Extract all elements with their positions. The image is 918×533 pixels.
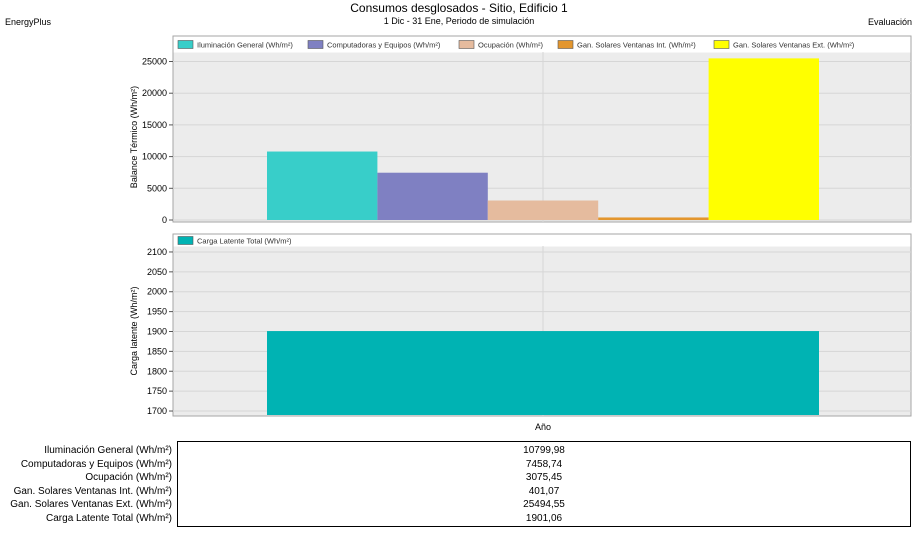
values-table [177,441,911,527]
y-tick-label: 1900 [147,326,167,336]
legend-label: Gan. Solares Ventanas Int. (Wh/m²) [577,41,696,50]
bar-1-1 [267,151,378,220]
y-tick-label: 1950 [147,307,167,317]
table-row-value: 401,07 [528,485,560,497]
y-tick-label: 2050 [147,267,167,277]
legend-label: Carga Latente Total (Wh/m²) [197,237,292,246]
values-table-labels: Iluminación General (Wh/m²) Computadoras … [0,444,918,530]
table-row-label: Computadoras y Equipos (Wh/m²) [20,458,172,470]
y-tick-label: 1700 [147,406,167,416]
legend-swatch [177,40,194,49]
legend-band-2 [173,234,911,247]
bar-1-3 [487,200,599,220]
table-row-label: Gan. Solares Ventanas Int. (Wh/m²) [13,485,172,497]
table-row-value: 10799,98 [523,445,565,456]
program-name: EnergyPlus [5,17,52,27]
legend-swatch [307,40,324,49]
table-row-value: 1901,06 [525,513,563,524]
y-tick-label: 20000 [142,88,167,98]
x-axis-label: Año [535,422,551,432]
table-row-label: Carga Latente Total (Wh/m²) [46,513,172,524]
bar-1-2 [377,172,488,220]
bar-2-1 [267,331,819,415]
values-table-values: 10799,98 7458,74 3075,45 401,07 25494,55 1901… [0,444,918,530]
legend-label: Iluminación General (Wh/m²) [197,41,293,50]
y-tick-label: 1750 [147,386,167,396]
legend-swatch [713,40,730,49]
legend-label: Ocupación (Wh/m²) [478,41,544,50]
table-row-value: 25494,55 [523,499,565,511]
legend-label: Gan. Solares Ventanas Ext. (Wh/m²) [733,41,855,50]
y-tick-label: 2000 [147,287,167,297]
table-row-value: 7458,74 [525,458,563,470]
y-tick-label: 2100 [147,247,167,257]
y-tick-label: 25000 [142,57,167,67]
chart-subtitle: 1 Dic - 31 Ene, Periodo de simulación [383,16,535,26]
chart-title: Consumos desglosados - Sitio, Edificio 1 [350,1,568,15]
table-row-label: Iluminación General (Wh/m²) [44,445,172,456]
bar-1-5 [708,58,819,220]
report-type: Evaluación [867,17,912,27]
legend-swatch [458,40,475,49]
table-row-label: Gan. Solares Ventanas Ext. (Wh/m²) [10,499,172,511]
legend-label: Computadoras y Equipos (Wh/m²) [327,41,441,50]
y-tick-label: 15000 [142,120,167,130]
y-axis-label: Carga latente (Wh/m²) [129,286,139,375]
y-tick-label: 0 [162,215,167,225]
y-tick-label: 1800 [147,366,167,376]
legend-swatch [557,40,574,49]
y-tick-label: 5000 [147,183,167,193]
y-tick-label: 10000 [142,152,167,162]
y-tick-label: 1850 [147,346,167,356]
chart-area: 0 5000 10000 15000 20000 25000 Balance Térmico… [129,35,912,432]
legend-swatch [177,236,194,245]
bar-1-4 [598,217,709,220]
table-row-value: 3075,45 [525,472,563,484]
table-row-label: Ocupación (Wh/m²) [85,472,172,484]
y-axis-label: Balance Térmico (Wh/m²) [129,86,139,188]
